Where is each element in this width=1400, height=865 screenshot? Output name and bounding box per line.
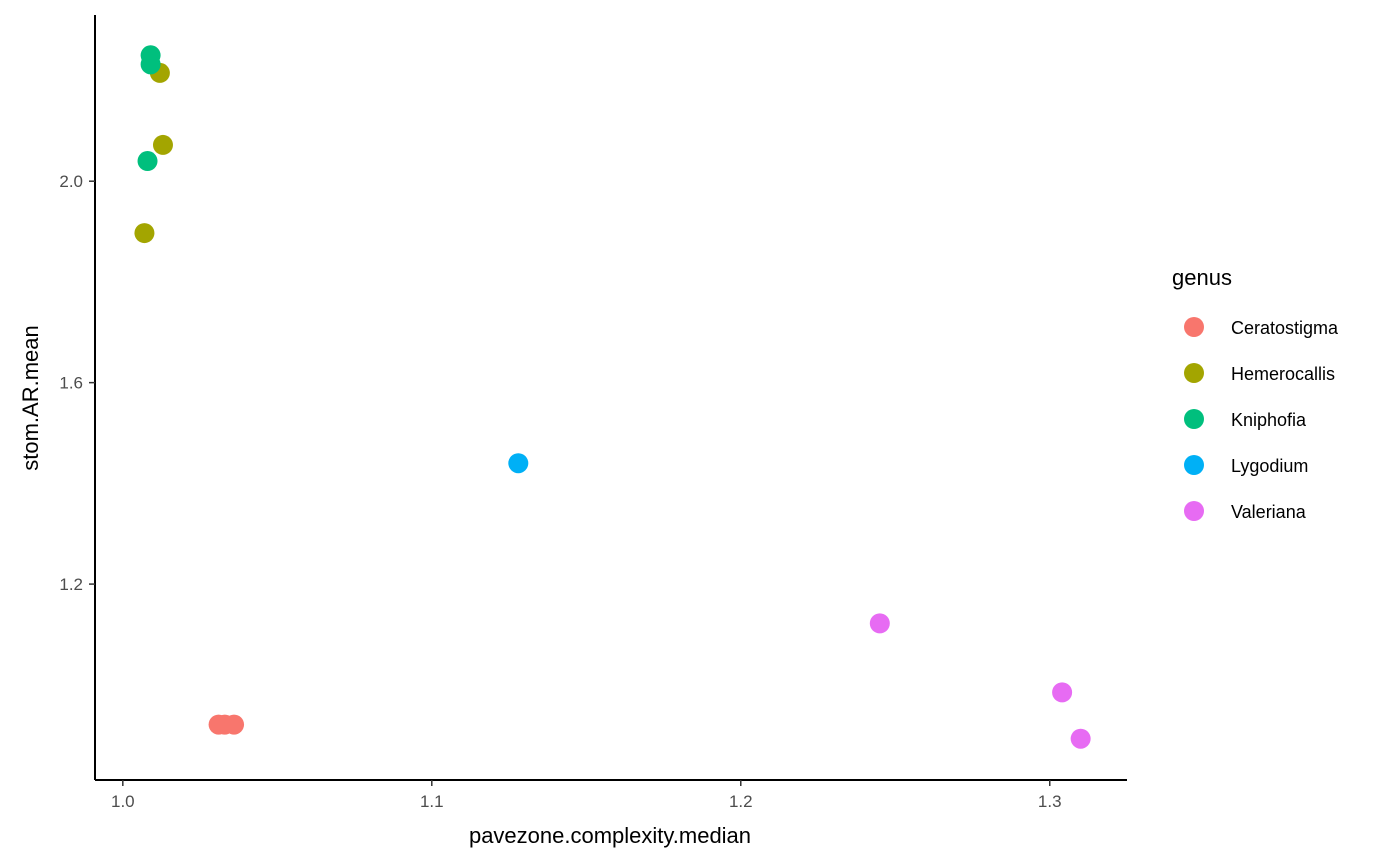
data-point <box>1052 682 1073 703</box>
legend-items: Ceratostigma Hemerocallis Kniphofia Lygodiu… <box>1184 317 1339 522</box>
legend-label: Hemerocallis <box>1231 364 1335 384</box>
data-point <box>224 714 245 735</box>
data-point <box>869 613 890 634</box>
y-axis-title: stom.AR.mean <box>18 325 43 471</box>
x-tick-label: 1.2 <box>729 792 753 811</box>
data-point <box>1070 728 1091 749</box>
legend-label: Ceratostigma <box>1231 318 1339 338</box>
x-tick-label: 1.1 <box>420 792 444 811</box>
data-point <box>134 223 155 244</box>
data-point <box>508 453 529 474</box>
x-axis-title: pavezone.complexity.median <box>469 823 751 848</box>
legend-label: Valeriana <box>1231 502 1307 522</box>
legend-key <box>1184 363 1204 383</box>
legend-key <box>1184 317 1204 337</box>
plot-points <box>134 45 1091 749</box>
data-point <box>137 151 158 172</box>
y-tick-label: 1.2 <box>59 575 83 594</box>
axes <box>94 15 1127 781</box>
x-tick-label: 1.0 <box>111 792 135 811</box>
x-axis-ticks: 1.0 1.1 1.2 1.3 <box>111 780 1062 811</box>
data-point <box>152 134 173 155</box>
legend-key <box>1184 409 1204 429</box>
legend: genus Ceratostigma Hemerocallis Kniphofia L… <box>1172 265 1339 522</box>
legend-label: Lygodium <box>1231 456 1308 476</box>
legend-key <box>1184 501 1204 521</box>
y-axis-ticks: 1.2 1.6 2.0 <box>59 172 95 594</box>
x-tick-label: 1.3 <box>1038 792 1062 811</box>
y-tick-label: 1.6 <box>59 374 83 393</box>
y-tick-label: 2.0 <box>59 172 83 191</box>
legend-key <box>1184 455 1204 475</box>
legend-title: genus <box>1172 265 1232 290</box>
legend-label: Kniphofia <box>1231 410 1307 430</box>
data-point <box>140 54 161 75</box>
